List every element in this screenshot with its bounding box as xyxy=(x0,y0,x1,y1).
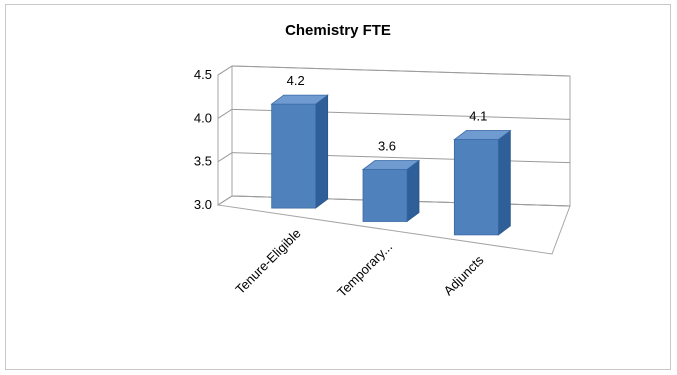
bar-front xyxy=(453,139,499,236)
chart-title: Chemistry FTE xyxy=(285,22,391,39)
data-label: 4.2 xyxy=(287,73,305,88)
bar xyxy=(270,94,329,209)
data-label: 3.6 xyxy=(378,139,396,154)
gridline-side xyxy=(217,108,233,119)
data-label: 4.1 xyxy=(469,109,487,124)
gridline xyxy=(231,65,571,77)
gridline-side xyxy=(217,195,233,206)
data-labels: 4.2 3.6 4.1 xyxy=(287,73,488,153)
y-tick-label: 4.5 xyxy=(194,67,212,82)
x-tick-label: Tenure-Eligible xyxy=(232,226,303,297)
bar-top xyxy=(270,94,329,105)
y-tick-label: 3.5 xyxy=(194,154,212,169)
chart-walls xyxy=(216,65,571,255)
bar-top xyxy=(453,130,512,140)
y-axis-ticks: 3.0 3.5 4.0 4.5 xyxy=(194,67,212,212)
bar xyxy=(361,159,421,223)
gridline-side xyxy=(217,65,233,76)
y-tick-label: 3.0 xyxy=(194,197,212,212)
side-wall xyxy=(217,65,233,206)
bar-side xyxy=(315,94,329,209)
bar-top xyxy=(361,160,421,170)
gridline-side xyxy=(217,152,233,163)
bar-front xyxy=(362,169,408,222)
chart-frame xyxy=(5,4,671,370)
x-axis-labels: Tenure-Eligible Temporary... Adjuncts xyxy=(232,226,486,300)
bar-side xyxy=(497,129,511,236)
y-tick-label: 4.0 xyxy=(194,110,212,125)
x-tick-label: Temporary... xyxy=(334,239,395,300)
x-tick-label: Adjuncts xyxy=(441,252,487,298)
bar-side xyxy=(406,159,420,223)
bars xyxy=(270,94,512,236)
bar xyxy=(453,129,512,236)
bar-front xyxy=(271,103,317,209)
